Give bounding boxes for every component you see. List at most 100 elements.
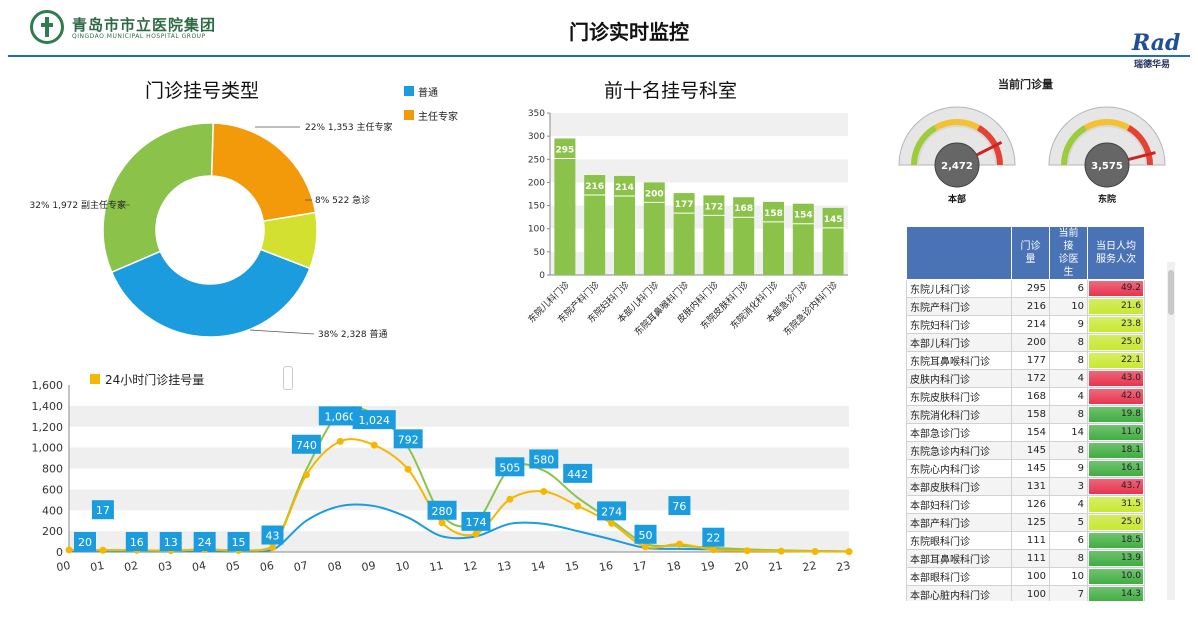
avg-bar: 13.9 bbox=[1089, 551, 1143, 566]
hourly-legend-label[interactable]: 24小时门诊挂号量 bbox=[105, 373, 205, 387]
line-data-label-box bbox=[393, 429, 423, 449]
table-row[interactable]: 本部眼科门诊 100 10 10.0 bbox=[906, 567, 1145, 586]
line-data-label: 505 bbox=[499, 461, 520, 474]
bar-value-label: 214 bbox=[615, 183, 634, 193]
top10-bar-chart: 050100150200250300350295东院儿科门诊216东院产科门诊2… bbox=[525, 109, 848, 338]
table-row[interactable]: 东院急诊内科门诊 145 8 18.1 bbox=[906, 441, 1145, 460]
avg-bar: 43.0 bbox=[1089, 371, 1143, 386]
cell-dept-name: 本部眼科门诊 bbox=[906, 567, 1012, 586]
cell-doctors: 9 bbox=[1049, 459, 1088, 478]
donut-label-3: 32% 1,972 副主任专家 bbox=[30, 199, 127, 211]
cell-avg: 25.0 bbox=[1087, 513, 1145, 532]
line-data-label: 17 bbox=[96, 504, 110, 517]
cell-doctors: 6 bbox=[1049, 531, 1088, 550]
cell-dept-name: 本部妇科门诊 bbox=[906, 495, 1012, 514]
legend-swatch-putong bbox=[404, 86, 414, 96]
table-row[interactable]: 东院眼科门诊 111 6 18.5 bbox=[906, 531, 1145, 550]
cell-avg: 43.0 bbox=[1087, 369, 1145, 388]
line-ytick-label: 0 bbox=[56, 546, 63, 559]
avg-bar: 23.8 bbox=[1089, 317, 1143, 332]
line-xtick-label: 13 bbox=[496, 559, 512, 574]
table-row[interactable]: 本部儿科门诊 200 8 25.0 bbox=[906, 333, 1145, 352]
gauge-body bbox=[1048, 106, 1166, 166]
table-row[interactable]: 东院消化科门诊 158 8 19.8 bbox=[906, 405, 1145, 424]
avg-bar: 31.5 bbox=[1089, 497, 1143, 512]
avg-bar: 14.3 bbox=[1089, 587, 1143, 601]
table-row[interactable]: 本部产科门诊 125 5 25.0 bbox=[906, 513, 1145, 532]
cell-dept-name: 东院心内科门诊 bbox=[906, 459, 1012, 478]
legend-label-zhuren[interactable]: 主任专家 bbox=[418, 112, 458, 123]
line-data-label: 280 bbox=[432, 505, 453, 518]
bar-6 bbox=[733, 197, 755, 275]
legend-label-putong[interactable]: 普通 bbox=[418, 88, 438, 99]
table-row[interactable]: 东院产科门诊 216 10 21.6 bbox=[906, 297, 1145, 316]
table-row[interactable]: 东院儿科门诊 295 6 49.2 bbox=[906, 279, 1145, 298]
line-data-label-box bbox=[529, 449, 559, 469]
table-row[interactable]: 本部耳鼻喉科门诊 111 8 13.9 bbox=[906, 549, 1145, 568]
dept-table: 门诊量 当前接 诊医生 当日人均 服务人次 东院儿科门诊 295 6 49.2 东院产科门诊… bbox=[906, 226, 1145, 601]
cell-doctors: 8 bbox=[1049, 549, 1088, 568]
line-point bbox=[370, 441, 378, 449]
line-xtick-label: 17 bbox=[632, 559, 648, 574]
bar-0 bbox=[554, 138, 576, 275]
cell-avg: 19.8 bbox=[1087, 405, 1145, 424]
table-row[interactable]: 东院皮肤科门诊 168 4 42.0 bbox=[906, 387, 1145, 406]
cell-avg: 14.3 bbox=[1087, 585, 1145, 601]
line-data-label: 22 bbox=[706, 532, 720, 545]
avg-bar: 49.2 bbox=[1089, 281, 1143, 296]
line-data-label-box bbox=[634, 524, 657, 544]
cell-count: 214 bbox=[1011, 315, 1050, 334]
line-xtick-label: 04 bbox=[191, 559, 207, 574]
bar-value-label: 154 bbox=[794, 211, 813, 221]
table-row[interactable]: 东院妇科门诊 214 9 23.8 bbox=[906, 315, 1145, 334]
table-row[interactable]: 东院耳鼻喉科门诊 177 8 22.1 bbox=[906, 351, 1145, 370]
cell-doctors: 8 bbox=[1049, 351, 1088, 370]
cell-avg: 49.2 bbox=[1087, 279, 1145, 298]
line-data-label-box bbox=[702, 527, 725, 547]
table-row[interactable]: 皮肤内科门诊 172 4 43.0 bbox=[906, 369, 1145, 388]
table-scrollbar[interactable] bbox=[1167, 262, 1175, 600]
line-data-label: 274 bbox=[601, 505, 622, 518]
line-grid-band bbox=[69, 405, 849, 427]
table-scroll-thumb[interactable] bbox=[1168, 270, 1174, 315]
cell-dept-name: 东院眼科门诊 bbox=[906, 531, 1012, 550]
table-row[interactable]: 本部妇科门诊 126 4 31.5 bbox=[906, 495, 1145, 514]
line-xtick-label: 20 bbox=[734, 559, 750, 574]
line-xtick-label: 16 bbox=[598, 559, 614, 574]
legend-scroll-handle[interactable] bbox=[283, 366, 293, 390]
cell-dept-name: 东院耳鼻喉科门诊 bbox=[906, 351, 1012, 370]
gauge-value: 2,472 bbox=[941, 161, 973, 172]
table-row[interactable]: 本部皮肤科门诊 131 3 43.7 bbox=[906, 477, 1145, 496]
line-data-label-box bbox=[597, 501, 627, 521]
bar-ytick-label: 100 bbox=[528, 225, 545, 235]
cell-doctors: 5 bbox=[1049, 513, 1088, 532]
dept-table-container[interactable]: 门诊量 当前接 诊医生 当日人均 服务人次 东院儿科门诊 295 6 49.2 东院产科门诊… bbox=[906, 226, 1166, 601]
th-name bbox=[906, 226, 1012, 280]
hourly-line-chart: 0 200 400 600 800 1,000 1,200 1,400 1,600 00 01 02 0… bbox=[32, 380, 853, 574]
bar-value-label: 295 bbox=[556, 145, 575, 155]
table-row[interactable]: 东院心内科门诊 145 9 16.1 bbox=[906, 459, 1145, 478]
line-point bbox=[302, 471, 310, 479]
table-row[interactable]: 本部急诊门诊 154 14 11.0 bbox=[906, 423, 1145, 442]
line-xtick-label: 03 bbox=[157, 559, 173, 574]
line-point bbox=[675, 540, 683, 548]
cell-count: 145 bbox=[1011, 459, 1050, 478]
cell-count: 168 bbox=[1011, 387, 1050, 406]
bar-ytick-label: 250 bbox=[528, 155, 545, 165]
line-ytick-label: 800 bbox=[42, 463, 63, 476]
line-data-label: 24 bbox=[198, 536, 212, 549]
hourly-legend-swatch bbox=[90, 374, 100, 384]
cell-dept-name: 本部心脏内科门诊 bbox=[906, 585, 1012, 601]
cell-count: 154 bbox=[1011, 423, 1050, 442]
line-data-label-box bbox=[125, 532, 148, 551]
bar-3 bbox=[643, 182, 665, 275]
org-name: 青岛市市立医院集团 bbox=[72, 16, 217, 34]
donut-label-2: 38% 2,328 普通 bbox=[318, 328, 388, 340]
bar-value-label: 168 bbox=[734, 204, 753, 214]
table-row[interactable]: 本部心脏内科门诊 100 7 14.3 bbox=[906, 585, 1145, 601]
line-point bbox=[845, 548, 853, 556]
bar-7 bbox=[763, 201, 784, 275]
line-xtick-label: 14 bbox=[530, 559, 546, 574]
line-data-label-box bbox=[227, 532, 250, 551]
line-data-label: 15 bbox=[232, 536, 246, 549]
